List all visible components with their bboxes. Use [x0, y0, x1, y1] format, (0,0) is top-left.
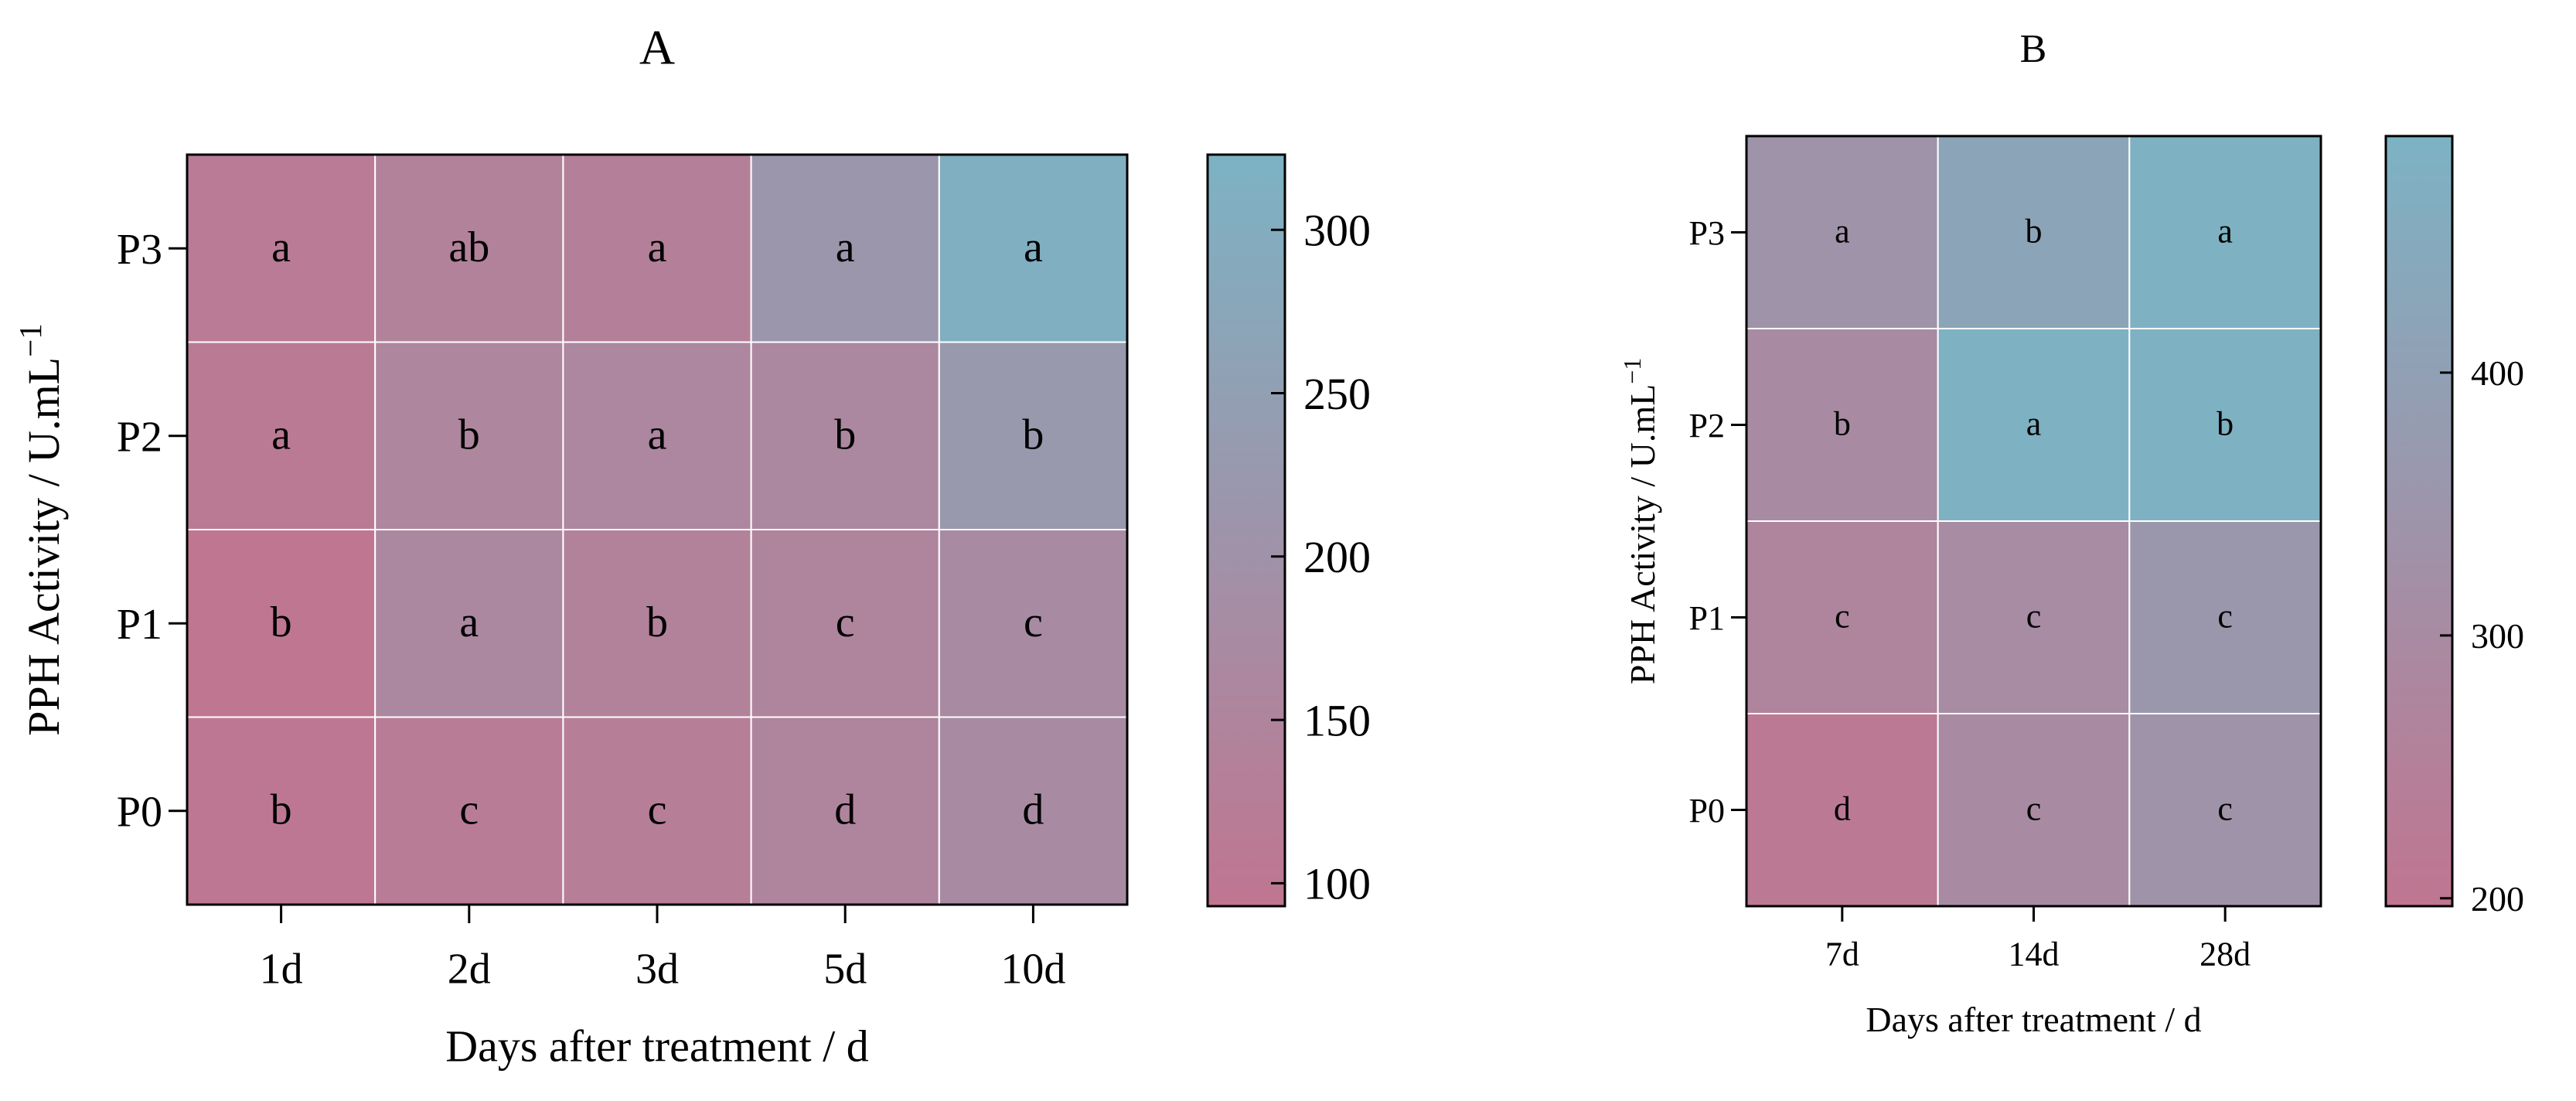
panel-b-letter-p1-7d: c [1835, 598, 1850, 636]
panel-a-xtick-label-1d: 1d [260, 946, 303, 994]
panel-a-letter-p0-1d: b [271, 786, 292, 834]
panel-b-colorbar-label-300: 300 [2471, 616, 2524, 656]
panel-a-title: A [639, 19, 675, 74]
panel-a-colorbar-label-100: 100 [1303, 859, 1371, 909]
panel-a-letter-p3-3d: a [648, 223, 667, 271]
panel-a-colorbar-label-150: 150 [1303, 695, 1371, 745]
panel-b-ytick-label-p1: P1 [1689, 599, 1725, 637]
panel-a-ytick-label-p1: P1 [117, 601, 162, 649]
panel-a-cell-p3-1d [186, 154, 377, 343]
panel-a-cell-p0-5d [750, 716, 940, 905]
panel-b-ylabel: PPH Activity / U.mL−1 [1618, 358, 1662, 685]
panel-a-cell-p3-10d [938, 154, 1129, 343]
panel-a-colorbar-label-300: 300 [1303, 206, 1371, 256]
panel-b-ytick-label-p2: P2 [1689, 407, 1725, 445]
panel-a-colorbar: 100 150 200 250 300 [1206, 153, 1371, 909]
panel-a-letter-p0-3d: c [648, 786, 667, 834]
panel-a-cell-p2-1d [186, 341, 377, 530]
panel-b-xtick-label-7d: 7d [1825, 935, 1859, 973]
panel-a-cell-p0-3d [562, 716, 752, 905]
panel-b-letter-p0-28d: c [2217, 790, 2233, 828]
panel-a-cell-p0-2d [374, 716, 564, 905]
panel-a-cell-p3-5d [750, 154, 940, 343]
panel-a-letter-p1-5d: c [836, 598, 855, 646]
panel-b-letter-p0-7d: d [1834, 790, 1851, 828]
panel-a-cell-p1-10d [938, 529, 1129, 718]
panel-b-letter-p2-7d: b [1834, 405, 1851, 443]
panel-b-letter-p0-14d: c [2026, 790, 2042, 828]
panel-b-colorbar-label-200: 200 [2471, 879, 2524, 919]
panel-a-letter-p2-1d: a [271, 411, 291, 459]
panel-b-colorbar-label-400: 400 [2471, 353, 2524, 393]
panel-b-colorbar: 200 300 400 [2384, 135, 2524, 919]
panel-a-ytick-label-p2: P2 [117, 413, 162, 461]
panel-a-letter-p3-2d: ab [448, 223, 489, 271]
panel-a-letter-p3-10d: a [1024, 223, 1043, 271]
panel-a-cell-p1-3d [562, 529, 752, 718]
panel-a-letter-p1-1d: b [271, 598, 292, 646]
panel-b-ytick-label-p0: P0 [1689, 792, 1725, 830]
panel-a-cell-p3-2d [374, 154, 564, 343]
panel-a-ylabel: PPH Activity / U.mL−1 [12, 323, 69, 735]
panel-a-letter-p1-10d: c [1024, 598, 1043, 646]
panel-b-cell-p0-14d [1937, 713, 2131, 907]
panel-a-letter-p0-5d: d [834, 786, 856, 834]
panel-b-cell-p2-28d [2128, 328, 2322, 522]
panel-a-xtick-label-3d: 3d [635, 946, 679, 994]
panel-b-cell-p0-28d [2128, 713, 2322, 907]
panel-b-ytick-label-p3: P3 [1689, 214, 1725, 252]
panel-a-ytick-label-p3: P3 [117, 226, 162, 274]
panel-a-cell-p2-3d [562, 341, 752, 530]
panel-a-ytick-label-p0: P0 [117, 788, 162, 836]
panel-a-cell-p1-2d [374, 529, 564, 718]
panel-b-cell-p3-7d [1746, 135, 1939, 329]
panel-a-xlabel: Days after treatment / d [445, 1021, 869, 1071]
panel-a-letter-p1-3d: b [646, 598, 668, 646]
panel-b-letter-p3-28d: a [2217, 213, 2233, 251]
panel-a-cell-p2-10d [938, 341, 1129, 530]
panel-a-letter-p0-10d: d [1022, 786, 1044, 834]
panel-a-ylabel-sup: −1 [12, 323, 48, 357]
panel-a-colorbar-label-250: 250 [1303, 369, 1371, 419]
panel-a-letter-p0-2d: c [459, 786, 479, 834]
panel-a-letter-p2-5d: b [834, 411, 856, 459]
panel-b-cell-p0-7d [1746, 713, 1939, 907]
panel-b: Ba b a b a b c c c d c c P3 P2 P1 P0 7d 14d 28d Days after … [1618, 27, 2524, 1039]
panel-b-letter-p3-7d: a [1835, 213, 1850, 251]
panel-a-colorbar-label-200: 200 [1303, 532, 1371, 582]
panel-a-ylabel-text: PPH Activity / U.mL [19, 357, 69, 736]
panel-a-colorbar-bar [1206, 153, 1286, 908]
panel-b-letter-p1-14d: c [2026, 598, 2042, 636]
panel-a-letter-p1-2d: a [459, 598, 479, 646]
panel-a-letter-p2-10d: b [1022, 411, 1044, 459]
panel-b-ylabel-sup: −1 [1618, 358, 1646, 384]
panel-b-letter-p2-14d: a [2026, 405, 2042, 443]
panel-b-cell-p3-14d [1937, 135, 2131, 329]
panel-a-xtick-label-5d: 5d [823, 946, 867, 994]
panel-a-xtick-label-2d: 2d [448, 946, 491, 994]
panel-b-ylabel-text: PPH Activity / U.mL [1623, 384, 1662, 684]
panel-b-letter-p3-14d: b [2026, 213, 2043, 251]
panel-a-letter-p3-1d: a [271, 223, 291, 271]
panel-a-letter-p2-2d: b [458, 411, 480, 459]
panel-a-cell-p0-10d [938, 716, 1129, 905]
panel-b-title: B [2020, 27, 2047, 71]
panel-b-colorbar-bar [2384, 135, 2454, 908]
panel-a-cell-p1-5d [750, 529, 940, 718]
panel-a-letter-p3-5d: a [836, 223, 855, 271]
panel-b-cell-p3-28d [2128, 135, 2322, 329]
panel-b-cell-p1-14d [1937, 520, 2131, 714]
panel-b-letter-p1-28d: c [2217, 598, 2233, 636]
panel-b-xtick-label-28d: 28d [2199, 935, 2251, 973]
panel-a-xtick-label-10d: 10d [1000, 946, 1065, 994]
panel-b-xlabel: Days after treatment / d [1866, 1000, 2201, 1039]
panel-b-letter-p2-28d: b [2217, 405, 2234, 443]
panel-b-xtick-label-14d: 14d [2009, 935, 2060, 973]
panel-a-letter-p2-3d: a [648, 411, 667, 459]
